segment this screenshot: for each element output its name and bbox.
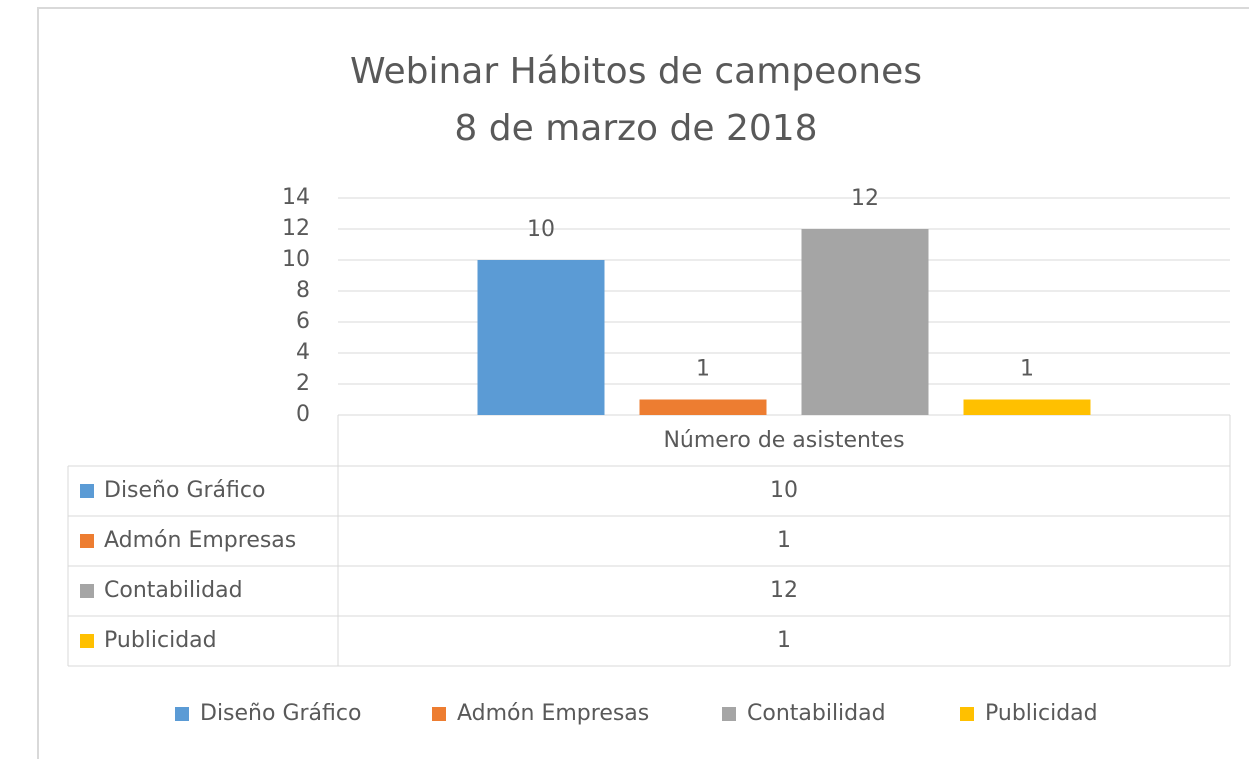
table-value: 1 bbox=[777, 628, 791, 653]
table-row-label: Contabilidad bbox=[104, 578, 243, 603]
data-label: 1 bbox=[696, 357, 710, 382]
table-legend-key bbox=[80, 534, 94, 548]
table-row-label: Publicidad bbox=[104, 628, 217, 653]
y-tick-label: 2 bbox=[296, 371, 310, 396]
legend-label: Diseño Gráfico bbox=[200, 701, 361, 726]
table-row-label: Admón Empresas bbox=[104, 528, 296, 553]
chart-border bbox=[37, 7, 1249, 759]
bar bbox=[477, 260, 605, 415]
table-legend-key bbox=[80, 584, 94, 598]
table-row-label: Diseño Gráfico bbox=[104, 478, 265, 503]
legend-label: Contabilidad bbox=[747, 701, 886, 726]
y-tick-label: 4 bbox=[296, 340, 310, 365]
table-legend-key bbox=[80, 484, 94, 498]
data-label: 1 bbox=[1020, 357, 1034, 382]
data-label: 10 bbox=[527, 217, 555, 242]
y-tick-label: 10 bbox=[282, 247, 310, 272]
table-value: 12 bbox=[770, 578, 798, 603]
y-tick-label: 6 bbox=[296, 309, 310, 334]
y-tick-label: 12 bbox=[282, 216, 310, 241]
legend-key bbox=[175, 707, 189, 721]
bar bbox=[963, 399, 1091, 415]
table-value: 1 bbox=[777, 528, 791, 553]
legend-key bbox=[432, 707, 446, 721]
legend-label: Admón Empresas bbox=[457, 701, 649, 726]
chart-title: Webinar Hábitos de campeones bbox=[350, 51, 922, 92]
table-legend-key bbox=[80, 634, 94, 648]
legend-key bbox=[960, 707, 974, 721]
y-tick-label: 0 bbox=[296, 402, 310, 427]
bar bbox=[801, 229, 929, 415]
y-tick-label: 14 bbox=[282, 185, 310, 210]
legend-key bbox=[722, 707, 736, 721]
chart-subtitle: 8 de marzo de 2018 bbox=[454, 108, 817, 149]
y-tick-label: 8 bbox=[296, 278, 310, 303]
legend-label: Publicidad bbox=[985, 701, 1098, 726]
table-header: Número de asistentes bbox=[663, 428, 904, 453]
data-label: 12 bbox=[851, 186, 879, 211]
table-value: 10 bbox=[770, 478, 798, 503]
bar bbox=[639, 399, 767, 415]
